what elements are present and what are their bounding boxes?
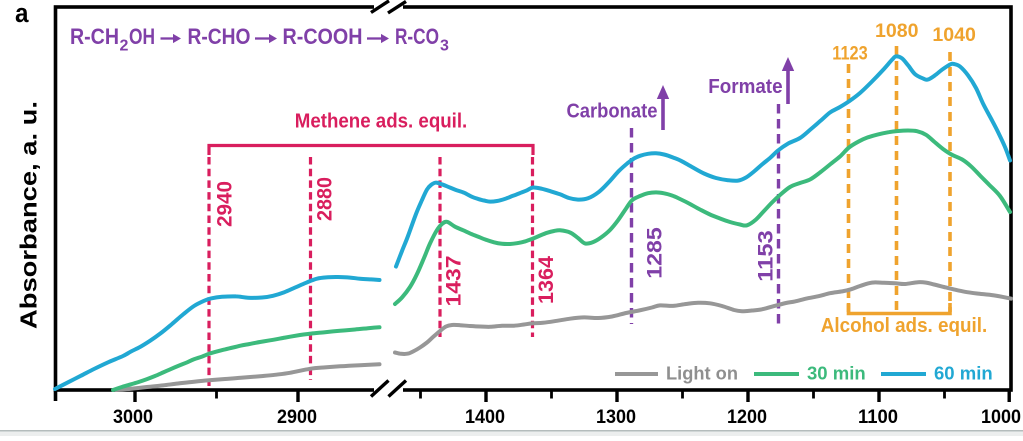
svg-text:1040: 1040 (932, 25, 976, 46)
svg-text:Alcohol ads. equil.: Alcohol ads. equil. (821, 315, 988, 337)
svg-text:1437: 1437 (442, 255, 466, 306)
svg-text:a: a (15, 0, 29, 28)
svg-text:1123: 1123 (832, 44, 868, 65)
svg-text:2880: 2880 (313, 177, 337, 221)
svg-text:R-CH: R-CH (70, 24, 119, 49)
svg-text:1364: 1364 (534, 256, 558, 304)
svg-text:R-COOH: R-COOH (283, 24, 363, 49)
svg-text:1000: 1000 (981, 407, 1021, 428)
svg-text:3000: 3000 (113, 407, 153, 428)
svg-text:1300: 1300 (596, 407, 636, 428)
svg-text:1153: 1153 (754, 230, 778, 282)
svg-text:2: 2 (120, 38, 129, 55)
svg-text:2900: 2900 (277, 407, 317, 428)
svg-text:30 min: 30 min (807, 363, 866, 384)
svg-text:1100: 1100 (858, 407, 898, 428)
svg-text:Light on: Light on (666, 363, 738, 384)
svg-text:60 min: 60 min (934, 363, 993, 384)
svg-text:OH: OH (129, 24, 155, 49)
svg-text:1080: 1080 (875, 21, 919, 42)
svg-text:R-CO: R-CO (395, 24, 439, 49)
svg-text:1200: 1200 (727, 407, 767, 428)
svg-text:1285: 1285 (643, 227, 667, 279)
svg-text:Methene ads. equil.: Methene ads. equil. (295, 111, 468, 133)
svg-text:Carbonate: Carbonate (567, 101, 658, 123)
svg-text:1400: 1400 (465, 407, 505, 428)
svg-text:2940: 2940 (213, 181, 237, 227)
svg-text:Absorbance, a. u.: Absorbance, a. u. (16, 101, 42, 329)
svg-text:R-CHO: R-CHO (188, 24, 251, 49)
svg-text:3: 3 (440, 38, 449, 55)
svg-text:Formate: Formate (708, 76, 782, 98)
